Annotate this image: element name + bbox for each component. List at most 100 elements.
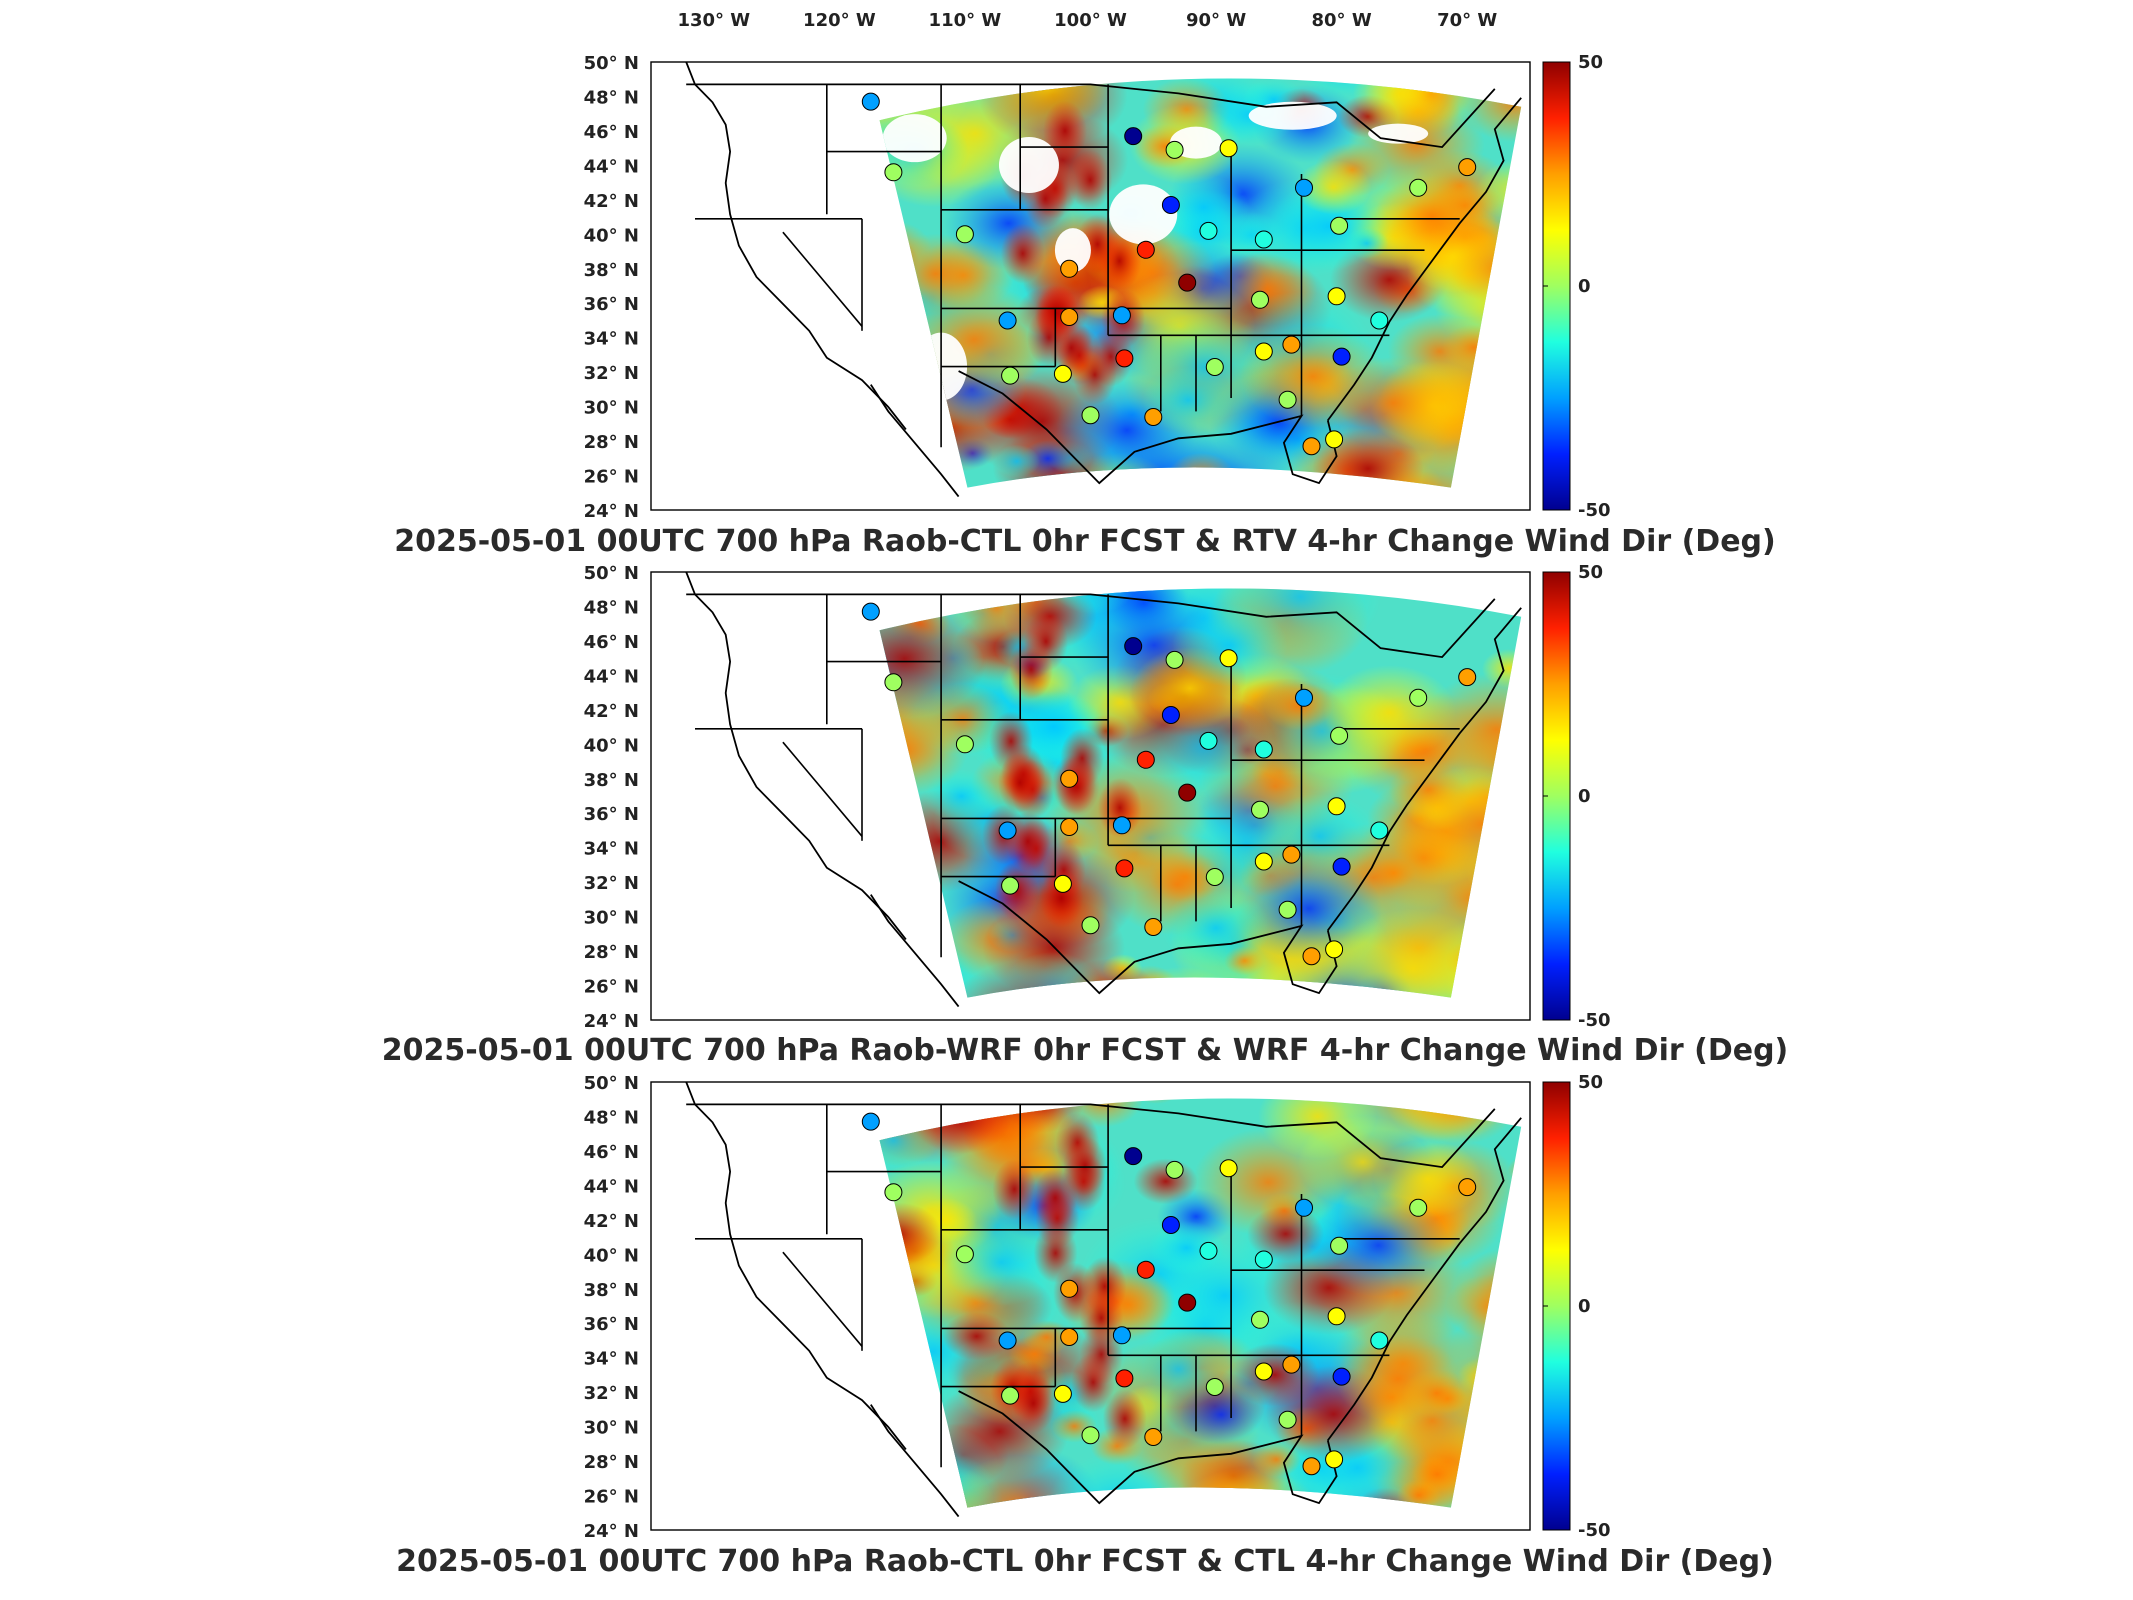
coastline [1327,1117,1522,1441]
station-marker [1060,818,1079,836]
station-marker [1001,1386,1020,1405]
lat-tick-label: 28° N [584,432,639,453]
station-marker [1124,1147,1143,1166]
lat-tick-label: 46° N [584,632,639,653]
station-marker [1199,221,1218,240]
station-marker [1325,430,1344,449]
coastline [685,61,907,430]
station-marker [1144,1428,1163,1446]
station-marker [1251,1310,1269,1329]
station-markers [861,602,1477,966]
station-marker [1136,750,1155,769]
lat-tick-label: 44° N [584,156,639,177]
station-marker [1254,1362,1273,1381]
lat-tick-label: 28° N [584,942,639,963]
plot-frame [650,1081,1531,1531]
lat-tick-label: 28° N [584,1452,639,1473]
station-marker [1282,1355,1301,1374]
station-marker [1178,273,1197,292]
station-markers [861,92,1477,456]
station-marker [1278,1410,1297,1429]
panel-title: 2025-05-01 00UTC 700 hPa Raob-WRF 0hr FC… [382,1033,1789,1068]
station-marker [1199,731,1218,750]
station-marker [1458,158,1477,177]
station-marker [1115,1369,1134,1388]
station-marker [1124,127,1143,146]
station-marker [1327,797,1346,816]
station-marker [1081,916,1100,935]
lon-tick-label: 80° W [1312,10,1372,31]
station-marker [1332,1367,1351,1386]
station-marker [1161,1216,1180,1234]
station-marker [1112,1326,1131,1345]
station-marker [1254,1250,1273,1269]
station-marker [1254,852,1273,871]
state-boundary [782,1251,863,1347]
coastline [685,571,907,940]
lat-tick-label: 50° N [584,1073,639,1094]
station-marker [955,1245,974,1264]
lat-tick-label: 48° N [584,1108,639,1129]
station-marker [1144,918,1163,936]
coastline [870,1404,960,1518]
plot-frame [650,61,1531,511]
state-boundary [782,741,863,837]
lat-tick-label: 26° N [584,977,639,998]
lat-tick-label: 40° N [584,225,639,246]
coastline [958,370,1338,485]
station-marker [1053,874,1072,893]
lat-tick-label: 46° N [584,122,639,143]
lon-tick-label: 120° W [803,10,876,31]
lat-tick-label: 24° N [584,501,639,522]
lat-tick-label: 42° N [584,191,639,212]
lat-tick-label: 26° N [584,1487,639,1508]
station-marker [1251,800,1269,819]
station-marker [998,311,1017,330]
station-marker [1325,940,1344,959]
lat-tick-label: 36° N [584,294,639,315]
station-marker [1060,769,1079,788]
station-marker [1144,408,1163,426]
lat-tick-label: 26° N [584,467,639,488]
lat-tick-label: 40° N [584,1245,639,1266]
lat-tick-label: 48° N [584,598,639,619]
panel-title: 2025-05-01 00UTC 700 hPa Raob-CTL 0hr FC… [396,1544,1774,1579]
station-marker [1327,1307,1346,1326]
station-marker [861,92,880,111]
lat-tick-label: 32° N [584,873,639,894]
lat-tick-label: 30° N [584,398,639,419]
station-marker [1330,726,1349,745]
lat-tick-label: 32° N [584,1383,639,1404]
lat-tick-label: 40° N [584,735,639,756]
colorbar-tick-label: -50 [1578,500,1611,521]
basemap [685,1081,1522,1518]
station-marker [1165,1160,1184,1179]
colorbar-tick-label: -50 [1578,1010,1611,1031]
panel-rtv: 50° N 48° N 46° N 44° N 42° N 40° N 38° N 36° N… [394,10,1776,559]
station-marker [1409,178,1428,197]
colorbar-tick-label: -50 [1578,1520,1611,1541]
station-marker [1205,868,1224,886]
coastline [958,880,1338,995]
lat-tick-label: 38° N [584,1280,639,1301]
lat-tick-label: 50° N [584,563,639,584]
station-marker [1325,1450,1344,1469]
lat-tick-label: 34° N [584,1349,639,1370]
station-marker [1409,688,1428,707]
station-marker [1330,1236,1349,1255]
lat-tick-label: 48° N [584,88,639,109]
lat-tick-label: 44° N [584,666,639,687]
lat-tick-label: 42° N [584,701,639,722]
station-marker [1178,1293,1197,1312]
lat-tick-label: 30° N [584,908,639,929]
station-marker [1302,1457,1321,1476]
lon-tick-label: 110° W [929,10,1002,31]
station-marker [1302,947,1321,966]
station-marker [1370,311,1389,330]
station-marker [884,673,903,692]
station-marker [1254,230,1273,249]
station-marker [1001,366,1020,385]
lat-tick-label: 34° N [584,329,639,350]
coastline [686,1103,1496,1169]
station-marker [1112,816,1131,835]
